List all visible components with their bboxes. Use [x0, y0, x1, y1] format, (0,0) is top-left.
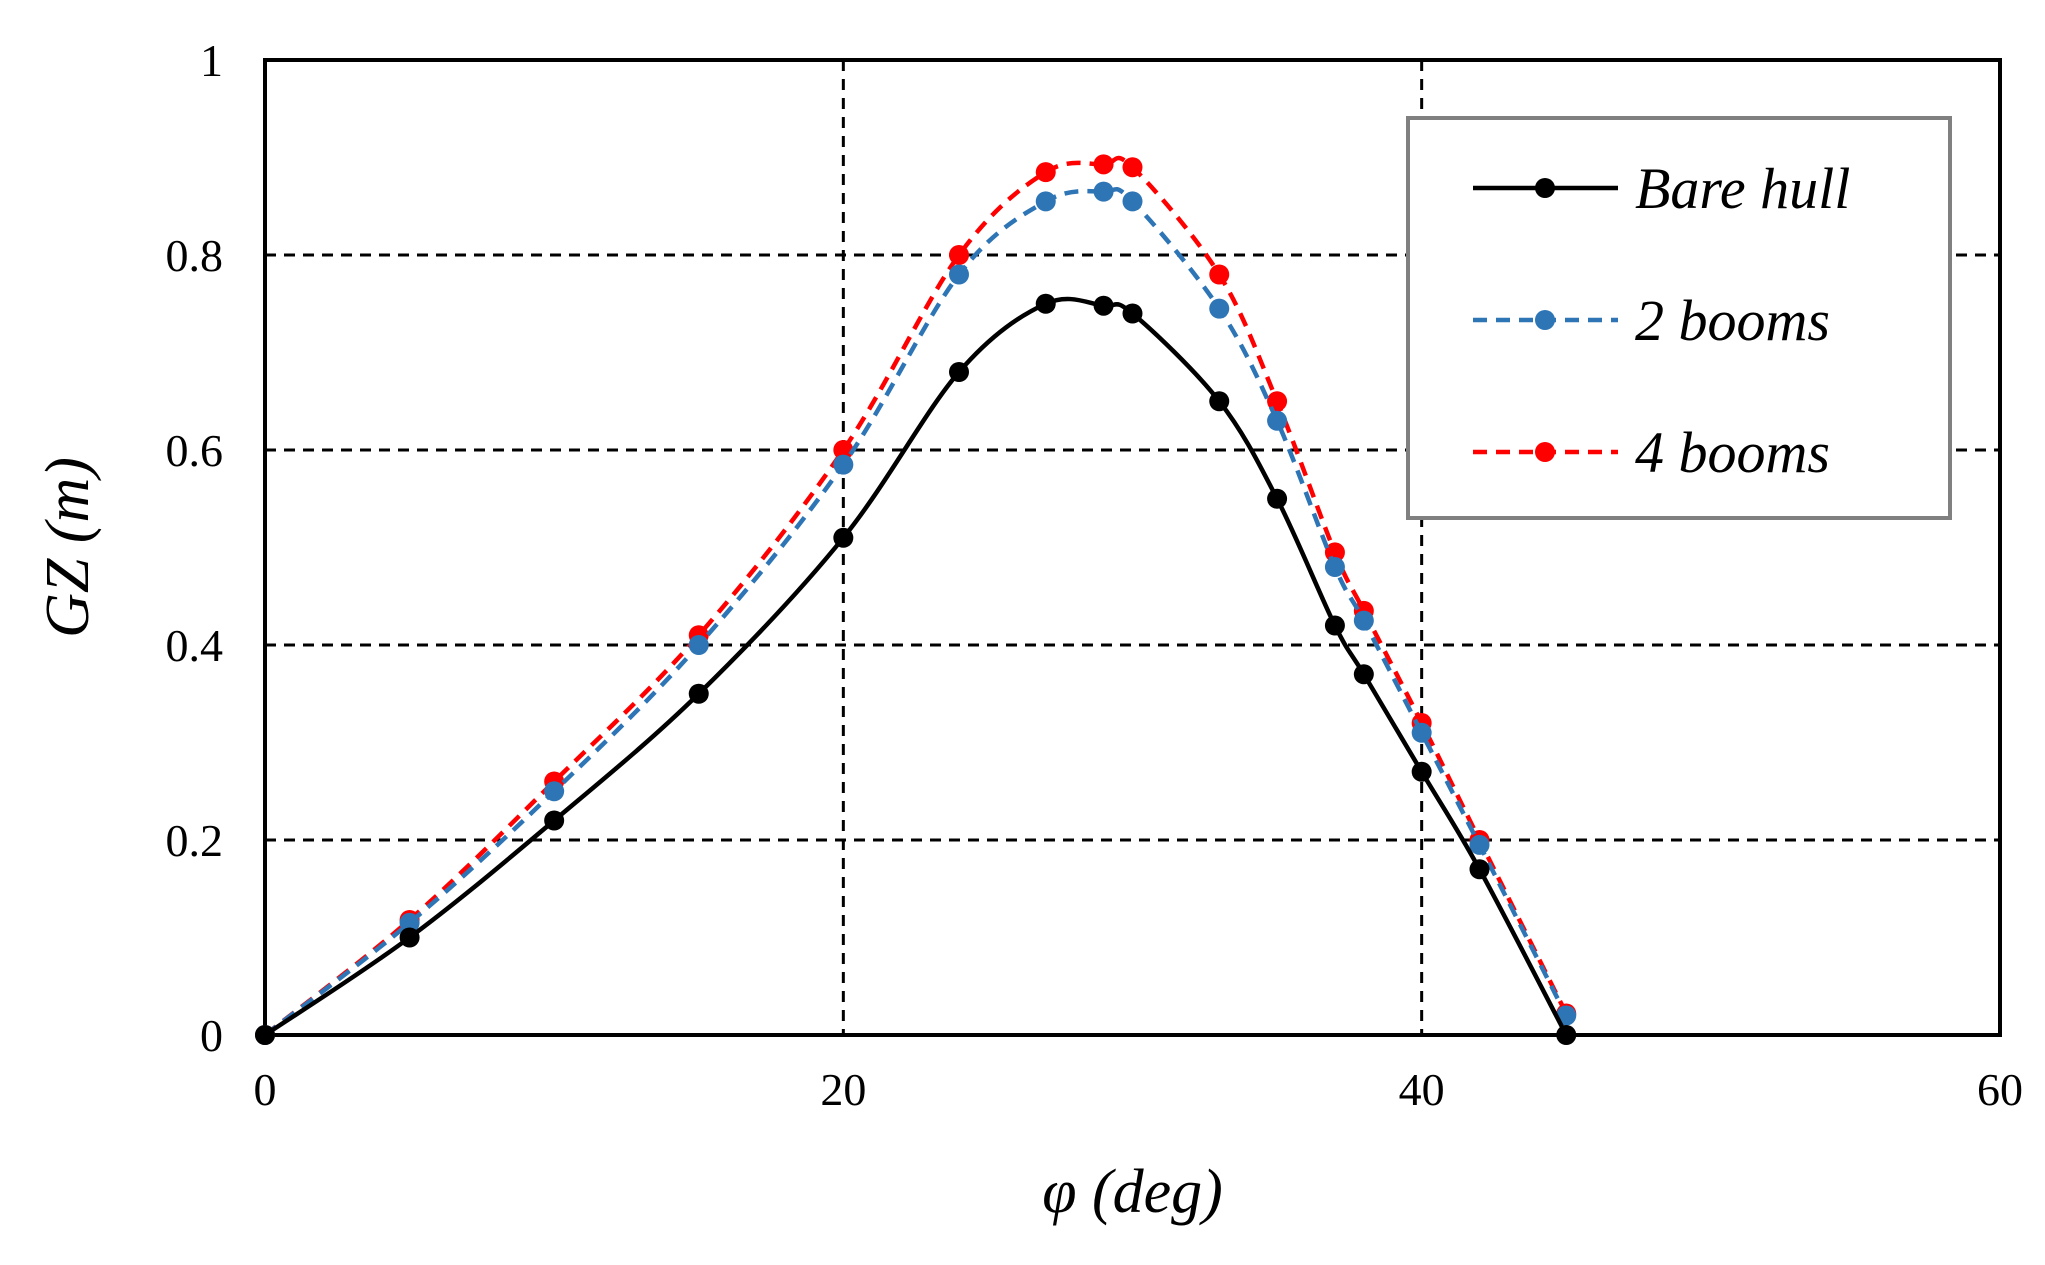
series-line-2-booms: [263, 186, 1569, 1037]
data-point-bare-hull: [544, 810, 565, 831]
legend-marker-2-booms: [1535, 310, 1555, 330]
data-point-2-booms: [1035, 191, 1056, 212]
data-point-bare-hull: [1209, 391, 1230, 412]
y-tick-label: 0: [200, 1010, 223, 1061]
plot-area-border: [263, 58, 2002, 1037]
data-point-2-booms: [688, 635, 709, 655]
series-bare-hull: [255, 293, 1577, 1045]
data-point-2-booms: [399, 912, 420, 933]
data-point-2-booms: [1324, 557, 1345, 577]
legend: Bare hull 2 booms 4 booms: [1406, 116, 1952, 520]
y-tick-label: 0.2: [166, 815, 224, 866]
x-tick-label: 40: [1399, 1064, 1445, 1115]
data-point-4-booms: [1122, 157, 1143, 178]
data-point-4-booms: [1267, 391, 1288, 412]
legend-marker-4-booms: [1535, 442, 1555, 462]
y-axis-title: GZ (m): [34, 457, 102, 638]
x-axis-title: φ (deg): [1042, 1158, 1223, 1226]
legend-label-2-booms: 2 booms: [1635, 288, 1830, 353]
data-point-4-booms: [949, 245, 969, 265]
y-tick-label: 0.4: [166, 620, 224, 671]
data-point-bare-hull: [1324, 615, 1345, 636]
data-point-bare-hull: [1353, 664, 1374, 685]
data-point-bare-hull: [833, 527, 854, 548]
data-point-4-booms: [1209, 264, 1230, 285]
data-point-bare-hull: [255, 1025, 275, 1045]
data-point-2-booms: [1093, 181, 1114, 202]
data-point-2-booms: [1122, 191, 1143, 212]
y-tick-label: 0.8: [166, 230, 224, 281]
data-point-bare-hull: [949, 362, 969, 382]
data-point-bare-hull: [688, 683, 709, 704]
tick-layer: 0 20 40 60 0 0.2 0.4 0.6 0.8 1: [166, 35, 2024, 1115]
data-point-2-booms: [1411, 722, 1432, 743]
data-point-bare-hull: [1035, 293, 1056, 314]
legend-label-4-booms: 4 booms: [1635, 420, 1830, 485]
data-point-2-booms: [1209, 298, 1230, 319]
data-point-bare-hull: [1469, 859, 1490, 880]
data-point-2-booms: [1353, 610, 1374, 631]
data-point-4-booms: [1035, 162, 1056, 183]
legend-label-bare-hull: Bare hull: [1635, 156, 1850, 221]
x-tick-label: 0: [254, 1064, 277, 1115]
data-point-bare-hull: [399, 927, 420, 948]
data-point-2-booms: [1267, 410, 1288, 431]
data-point-bare-hull: [1093, 295, 1114, 316]
data-point-4-booms: [1093, 154, 1114, 175]
data-point-2-booms: [544, 781, 565, 802]
data-point-bare-hull: [1122, 303, 1143, 324]
data-point-2-booms: [1469, 834, 1490, 855]
data-point-2-booms: [833, 454, 854, 475]
series-2-booms: [255, 181, 1577, 1045]
x-tick-label: 60: [1977, 1064, 2023, 1115]
data-point-bare-hull: [1556, 1025, 1577, 1045]
data-point-4-booms: [833, 440, 854, 460]
series-layer: [255, 154, 1577, 1045]
data-point-bare-hull: [1411, 761, 1432, 782]
data-point-bare-hull: [1267, 488, 1288, 509]
y-tick-label: 1: [200, 35, 223, 86]
legend-marker-bare-hull: [1535, 178, 1555, 198]
y-tick-label: 0.6: [166, 425, 224, 476]
series-line-4-booms: [263, 155, 1569, 1037]
data-point-2-booms: [949, 264, 969, 285]
x-tick-label: 20: [820, 1064, 866, 1115]
